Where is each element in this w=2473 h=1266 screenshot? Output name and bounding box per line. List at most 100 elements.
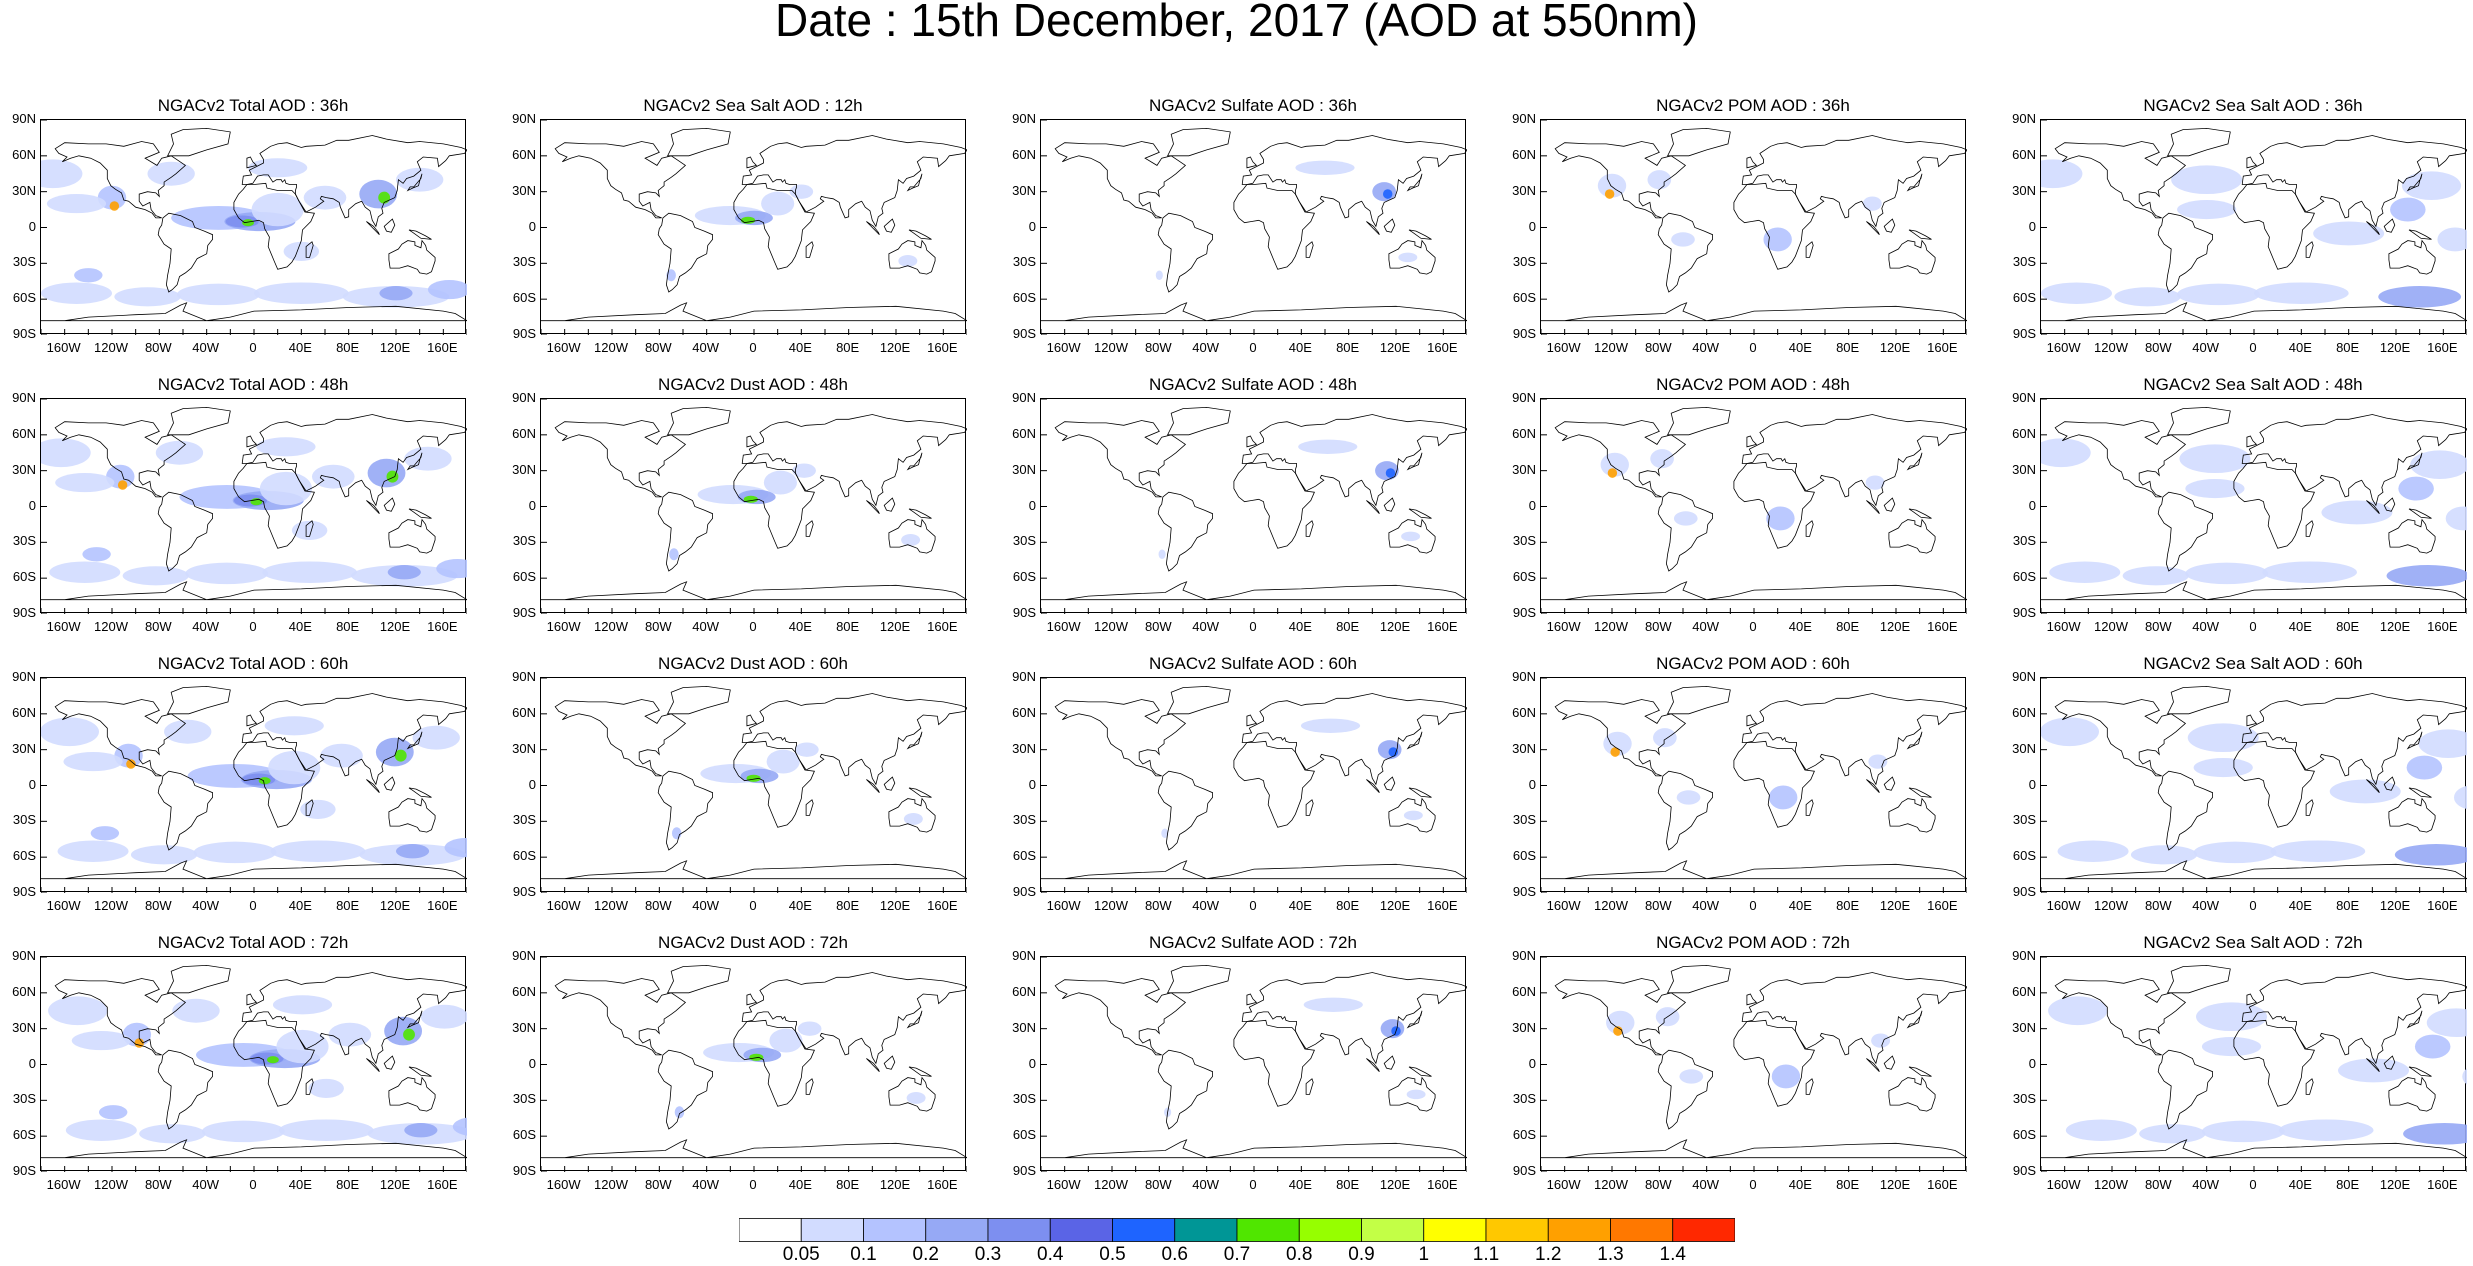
lon-tick-label: 40W [2192,1177,2220,1192]
lon-tick-label: 80W [1644,340,1672,355]
lon-tick-label: 80W [1644,1177,1672,1192]
map-panel [40,398,467,614]
coastline [2041,302,2467,322]
aod-blob [1679,1069,1704,1084]
lon-tick-label: 160W [1046,898,1081,913]
coastline [1166,127,1231,157]
lat-tick-label: 60S [512,848,536,864]
world-map [1041,678,1467,893]
coastline [1741,693,1967,786]
colorbar-box [1547,1218,1611,1242]
world-map [1541,399,1967,614]
lon-tick-label: 80W [644,1177,672,1192]
aod-blob [320,743,363,768]
aod-blob [1868,754,1888,769]
aod-blob [412,725,460,750]
lon-tick-label: 40E [1288,619,1312,634]
coastline [305,520,314,537]
coastline [1041,860,1467,880]
aod-blob [46,194,107,214]
aod-blob [2049,561,2121,583]
lon-tick-label: 40W [1692,340,1720,355]
colorbar-box [1423,1218,1487,1242]
lat-tick-label: 30N [1012,461,1036,477]
lat-tick-label: 60S [2012,569,2036,585]
lat-tick-label: 60N [1512,425,1536,441]
lon-tick-label: 160W [46,340,81,355]
lat-tick-label: 30N [512,740,536,756]
aod-blob [250,1052,284,1065]
lon-tick-label: 120W [1094,340,1128,355]
coastline [305,1078,314,1095]
aod-blob [375,737,414,767]
aod-blob [743,1047,782,1063]
lon-tick-label: 0 [1749,340,1757,355]
coastline [2054,978,2187,1056]
coastline [2388,518,2436,554]
coastline [2366,500,2380,514]
coastline [1233,182,1315,270]
aod-blob [1604,189,1615,199]
lon-tick-label: 160W [1046,619,1081,634]
colorbar-tick-label: 0.1 [850,1244,877,1265]
aod-blob [48,996,108,1026]
world-map [1041,957,1467,1172]
lat-tick-label: 90S [2012,326,2036,341]
lon-tick-label: 0 [749,1177,757,1192]
aod-blob [1607,468,1618,478]
coastline [2246,714,2258,727]
coastline [908,229,932,240]
lon-tick-label: 80E [2336,340,2360,355]
coastline [1746,435,1758,448]
lon-tick-label: 120W [594,1177,628,1192]
lon-tick-label: 0 [1749,898,1757,913]
coastline [1554,141,1687,219]
aod-field [41,158,467,308]
world-map [541,399,967,614]
aod-blob [122,566,189,586]
aod-blob [248,158,308,178]
lon-tick-label: 0 [749,898,757,913]
coastline [1054,699,1187,777]
lat-tick-label: 30S [12,1091,36,1107]
coastline [1888,1076,1936,1112]
coastline [54,699,187,777]
coastline [2166,127,2231,157]
lat-tick-label: 90S [1012,1163,1036,1178]
coastline [1733,182,1815,270]
lon-tick-label: 40E [1788,619,1812,634]
lon-tick-label: 160W [1046,340,1081,355]
aod-blob [2418,729,2467,759]
coastline [157,1049,214,1130]
lat-tick-label: 30S [512,1091,536,1107]
coastline [888,797,936,833]
lat-tick-label: 0 [1528,218,1536,234]
lon-tick-label: 0 [249,340,257,355]
coastline [741,414,967,507]
aod-blob [1298,439,1358,454]
aod-blob [262,561,357,583]
coastline [1305,1078,1314,1095]
coastline [1908,508,1932,519]
lat-tick-label: 30S [1012,254,1036,270]
lon-tick-label: 40W [192,619,220,634]
coastline [805,1078,814,1095]
lon-tick-label: 160W [546,898,581,913]
coastline [1883,497,1896,512]
aod-blob [71,1031,131,1051]
lon-tick-label: 120W [94,340,128,355]
aod-blob [272,995,333,1015]
lat-tick-label: 90S [512,1163,536,1178]
coastline [2366,221,2380,235]
coastline [2233,740,2315,828]
colorbar-tick-label: 1.3 [1597,1244,1624,1265]
colorbar-box [1298,1218,1362,1242]
lon-tick-label: 160E [2427,1177,2458,1192]
aod-field [666,184,918,282]
map-panel [1540,398,1967,614]
lat-tick-label: 90N [2012,390,2036,405]
aod-blob [139,1124,206,1144]
coastline [366,500,380,514]
lat-tick-label: 60S [1012,569,1036,585]
aod-blob [2426,1008,2467,1038]
